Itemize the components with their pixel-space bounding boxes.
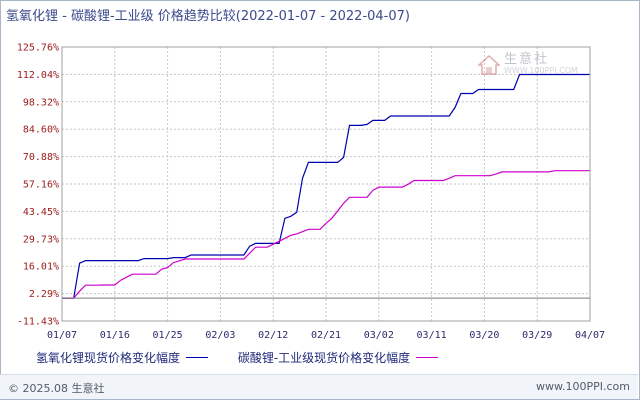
chart-series (62, 73, 590, 299)
footer-site-link[interactable]: www.100PPI.com (536, 380, 630, 393)
y-tick-label: 16.01% (23, 262, 59, 273)
x-tick-label: 03/02 (364, 330, 394, 341)
x-tick-label: 03/20 (469, 330, 499, 341)
x-tick-label: 04/07 (575, 330, 605, 341)
legend-item-series-2: 碳酸锂-工业级现货价格变化幅度 (237, 349, 439, 366)
x-tick-label: 01/25 (153, 330, 183, 341)
chart-legend: 氢氧化锂现货价格变化幅度 碳酸锂-工业级现货价格变化幅度 (36, 349, 464, 366)
watermark-name: 生意社 (504, 52, 550, 67)
legend-item-series-1: 氢氧化锂现货价格变化幅度 (36, 349, 209, 366)
y-tick-label: 70.88% (23, 152, 59, 163)
x-tick-label: 01/16 (100, 330, 130, 341)
y-tick-label: -11.43% (17, 317, 59, 328)
x-tick-label: 03/29 (522, 330, 552, 341)
footer-copyright: © 2025.08 生意社 (8, 382, 105, 395)
y-axis-tick-labels: 125.76% 112.04% 98.32% 84.60% 70.88% 57.16% 43… (17, 43, 59, 328)
footer-bar: © 2025.08 生意社 www.100PPI.com (0, 374, 638, 399)
watermark-url: WWW.100PPI.COM (504, 66, 578, 75)
series-line-2 (62, 170, 590, 299)
x-tick-label: 02/21 (311, 330, 341, 341)
house-logo-icon (478, 55, 500, 75)
watermark: 生意社 WWW.100PPI.COM (478, 52, 578, 76)
y-tick-label: 84.60% (23, 125, 59, 136)
plot-border (61, 46, 591, 322)
y-tick-label: 125.76% (17, 43, 59, 54)
x-tick-label: 01/07 (47, 330, 77, 341)
legend-label-series-2: 碳酸锂-工业级现货价格变化幅度 (237, 351, 411, 365)
legend-swatch-series-1 (186, 357, 209, 358)
y-tick-label: 112.04% (17, 70, 59, 81)
legend-label-series-1: 氢氧化锂现货价格变化幅度 (36, 351, 181, 365)
x-tick-label: 02/12 (258, 330, 288, 341)
y-tick-label: 2.29% (29, 289, 59, 300)
series-line-1 (62, 73, 590, 299)
y-tick-label: 43.45% (23, 207, 59, 218)
chart-axes (61, 46, 591, 322)
y-tick-label: 98.32% (23, 97, 59, 108)
chart-grid (62, 47, 590, 321)
y-tick-label: 57.16% (23, 180, 59, 191)
x-axis-tick-labels: 01/07 01/16 01/25 02/03 02/12 02/21 03/02 03/11… (47, 330, 605, 341)
y-tick-label: 29.73% (23, 234, 59, 245)
x-tick-label: 02/03 (205, 330, 235, 341)
chart-title: 氢氧化锂 - 碳酸锂-工业级 价格趋势比较(2022-01-07 - 2022-… (6, 9, 410, 24)
x-tick-label: 03/11 (417, 330, 447, 341)
legend-swatch-series-2 (416, 357, 439, 358)
